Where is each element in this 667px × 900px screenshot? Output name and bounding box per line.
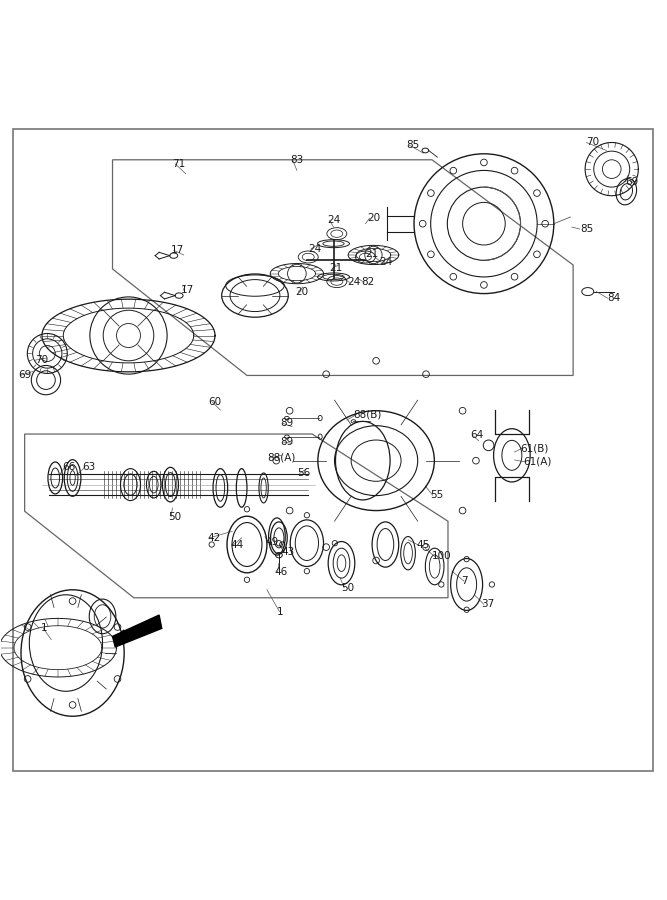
Polygon shape — [113, 615, 162, 647]
Text: 60: 60 — [208, 397, 221, 407]
Text: 7: 7 — [462, 576, 468, 586]
Text: 61(A): 61(A) — [523, 457, 552, 467]
Text: 70: 70 — [586, 138, 600, 148]
Text: 83: 83 — [290, 156, 303, 166]
Text: 1: 1 — [277, 607, 283, 616]
Text: 89: 89 — [280, 437, 293, 447]
Text: 82: 82 — [362, 277, 375, 287]
Text: 17: 17 — [171, 246, 184, 256]
Text: 88(B): 88(B) — [354, 410, 382, 419]
Text: 71: 71 — [173, 158, 185, 169]
Text: 45: 45 — [416, 540, 430, 550]
Text: 69: 69 — [18, 371, 31, 381]
Text: 21: 21 — [329, 264, 343, 274]
Text: 20: 20 — [295, 286, 309, 297]
Text: 50: 50 — [342, 583, 355, 593]
Text: 50: 50 — [169, 511, 181, 522]
Text: 46: 46 — [275, 567, 288, 577]
Text: 88(A): 88(A) — [267, 453, 295, 463]
Text: 69: 69 — [625, 176, 638, 187]
Text: 24: 24 — [347, 277, 360, 287]
Text: 66: 66 — [62, 463, 75, 473]
Text: 17: 17 — [180, 285, 193, 295]
Text: 49: 49 — [265, 537, 279, 547]
Text: 1: 1 — [41, 624, 47, 634]
Text: 20: 20 — [367, 213, 380, 223]
Text: 24: 24 — [327, 215, 340, 225]
Text: 21: 21 — [366, 248, 379, 258]
Text: 56: 56 — [297, 468, 310, 478]
Text: 43: 43 — [281, 547, 295, 557]
Text: 61(B): 61(B) — [520, 443, 548, 453]
Text: 85: 85 — [580, 224, 593, 234]
Text: 84: 84 — [608, 293, 621, 303]
Text: 64: 64 — [470, 430, 483, 440]
Text: 63: 63 — [82, 463, 95, 473]
Text: 24: 24 — [308, 244, 321, 254]
Text: 44: 44 — [230, 540, 243, 550]
Text: 100: 100 — [432, 552, 452, 562]
Text: 42: 42 — [207, 533, 220, 543]
Text: 89: 89 — [280, 418, 293, 428]
Text: 85: 85 — [407, 140, 420, 150]
Text: 24: 24 — [379, 257, 392, 267]
Text: 55: 55 — [430, 491, 444, 500]
Text: 70: 70 — [35, 356, 49, 365]
Text: 37: 37 — [482, 599, 494, 609]
